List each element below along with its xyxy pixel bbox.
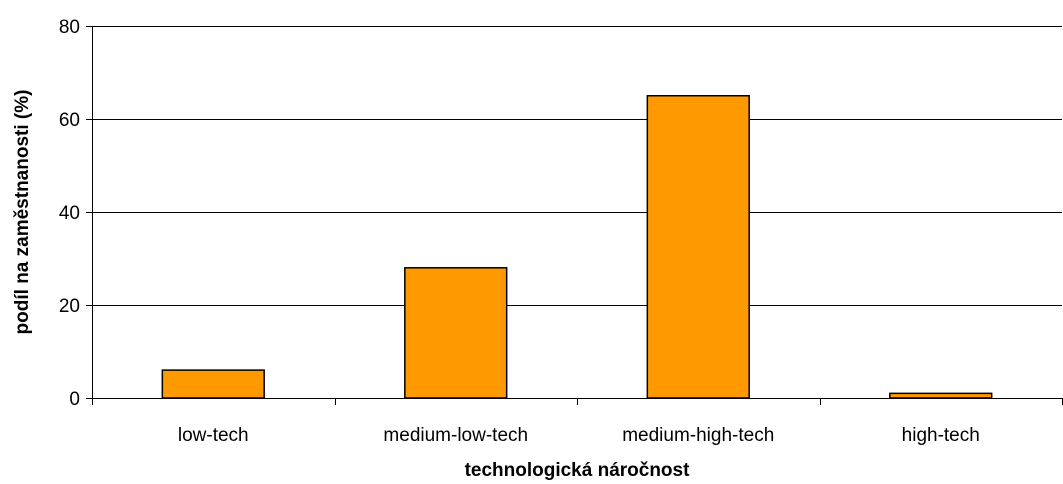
x-tick-labels: low-tech medium-low-tech medium-high-tech h… bbox=[178, 425, 980, 446]
y-tick-label: 0 bbox=[69, 389, 80, 410]
bar-low-tech bbox=[161, 369, 265, 399]
bar-medium-low-tech bbox=[404, 267, 508, 399]
bar-medium-high-tech bbox=[646, 95, 750, 399]
x-tick-label: medium-low-tech bbox=[383, 425, 528, 446]
y-tick-label: 20 bbox=[59, 296, 80, 317]
y-tick-label: 60 bbox=[59, 110, 80, 131]
bars bbox=[161, 95, 993, 399]
y-tick-label: 80 bbox=[59, 17, 80, 38]
x-axis-title: technologická náročnost bbox=[465, 460, 691, 481]
gridlines bbox=[92, 26, 1062, 306]
bar-high-tech bbox=[889, 392, 993, 399]
axes bbox=[86, 26, 1063, 405]
x-tick-label: low-tech bbox=[178, 425, 249, 446]
y-tick-labels: 0 20 40 60 80 bbox=[59, 17, 80, 410]
y-axis-title: podíl na zaměstnanosti (%) bbox=[12, 90, 33, 335]
y-tick-label: 40 bbox=[59, 203, 80, 224]
x-tick-label: high-tech bbox=[902, 425, 980, 446]
x-tick-label: medium-high-tech bbox=[622, 425, 774, 446]
